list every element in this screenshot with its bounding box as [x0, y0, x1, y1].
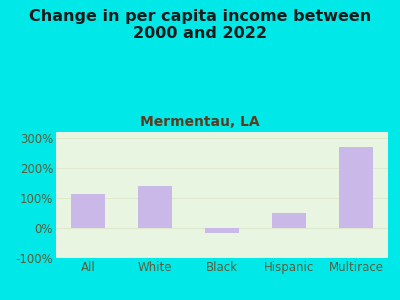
Bar — [339, 147, 373, 228]
Bar — [272, 213, 306, 228]
Text: Mermentau, LA: Mermentau, LA — [140, 116, 260, 130]
Bar — [138, 186, 172, 228]
Bar — [71, 194, 105, 228]
Bar — [205, 228, 239, 232]
Text: Change in per capita income between
2000 and 2022: Change in per capita income between 2000… — [29, 9, 371, 41]
